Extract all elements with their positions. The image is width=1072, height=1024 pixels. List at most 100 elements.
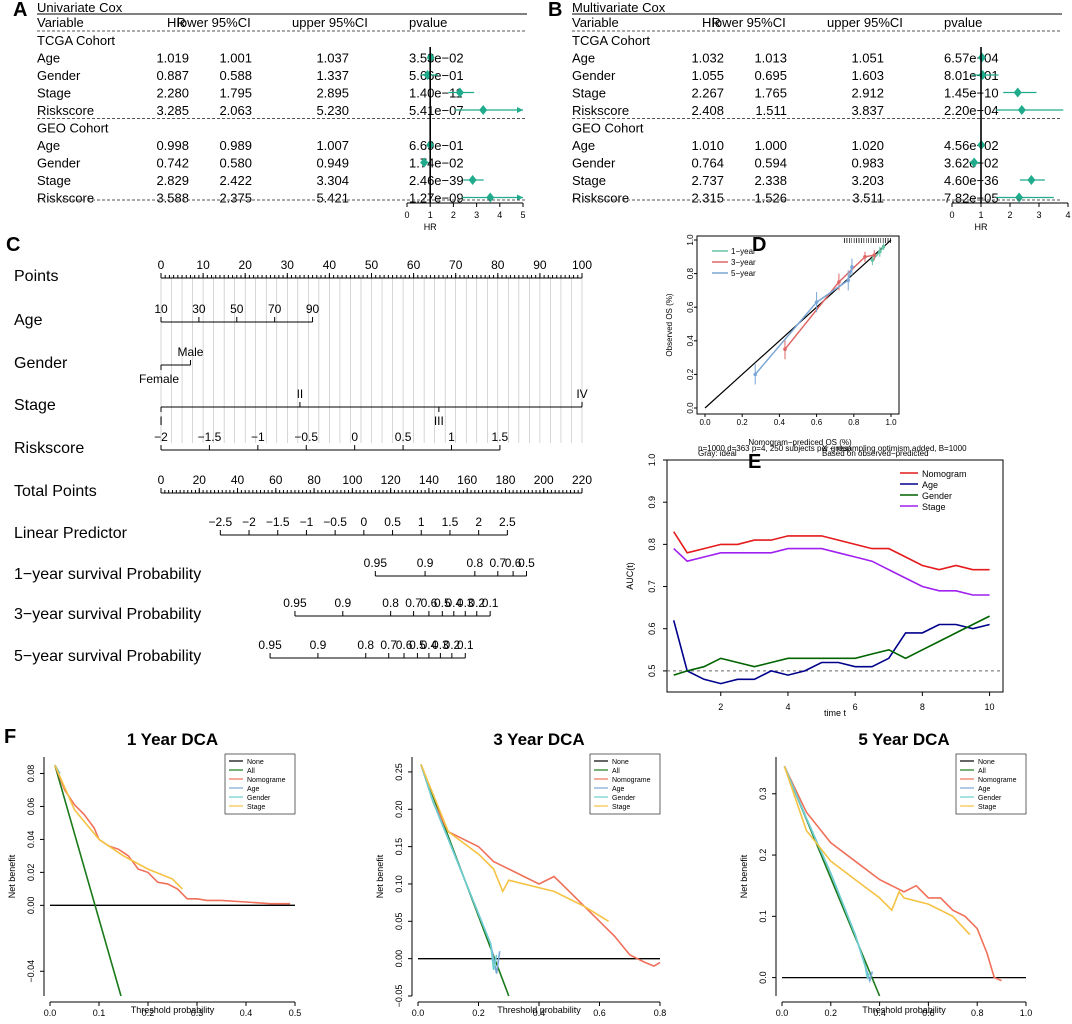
tick-label: 50	[230, 302, 244, 316]
stat-value: 1.765	[754, 86, 787, 101]
column-header: upper 95%CI	[292, 15, 368, 30]
hr-point	[468, 175, 477, 185]
column-header: lower 95%CI	[177, 15, 251, 30]
x-tick-label: 0.4	[873, 1008, 886, 1018]
footnote: n=1000 d=363 p=4, 250 subjects per group	[698, 444, 852, 453]
tick-label: 0.8	[466, 556, 483, 570]
y-tick-label: 0.25	[394, 763, 404, 781]
x-tick-label: 0.6	[811, 418, 823, 427]
variable-label: Points	[14, 268, 58, 285]
stat-value: 1.000	[754, 138, 787, 153]
hr-point	[486, 192, 495, 203]
column-header: HR	[167, 15, 186, 30]
tick-label: 20	[193, 473, 207, 487]
stat-value: 5.421	[316, 191, 349, 206]
tick-label: 0	[351, 430, 358, 444]
x-axis-label: Threshold probability	[497, 1005, 581, 1015]
panel-label-a: A	[13, 0, 27, 21]
stat-value: 2.338	[754, 173, 787, 188]
tick-label: 0.1	[482, 596, 499, 610]
auc-line-Nomogram	[673, 531, 990, 571]
y-tick-label: 0.02	[26, 864, 36, 882]
stat-value: 0.580	[219, 156, 252, 171]
auc-line-Gender	[673, 615, 990, 676]
chart-title: 5 Year DCA	[858, 730, 949, 749]
x-tick-label: 0.2	[142, 1008, 155, 1018]
legend-label: 3−year	[731, 258, 756, 267]
variable-label: 5−year survival Probability	[14, 648, 201, 665]
panel-label-b: B	[548, 0, 562, 21]
y-tick-label: 0.7	[647, 580, 657, 593]
stat-value: 1.603	[851, 68, 884, 83]
calibration-point	[783, 347, 787, 352]
cohort-label: GEO Cohort	[37, 121, 109, 136]
stat-value: 6.69e−01	[409, 138, 464, 153]
calibration-point	[863, 254, 867, 259]
x-tick-label: 1.0	[1020, 1008, 1033, 1018]
tick-label: 90	[306, 302, 320, 316]
stat-value: 1.74e−02	[409, 156, 464, 171]
tick-label: 0	[361, 515, 368, 529]
y-tick-label: −0.04	[26, 960, 36, 983]
tick-label: 40	[323, 258, 337, 272]
tick-label: 2	[475, 515, 482, 529]
y-tick-label: 0.4	[686, 335, 695, 347]
x-tick-label: 0	[404, 210, 409, 220]
calibration-point	[846, 278, 851, 283]
y-tick-label: 0.06	[26, 798, 36, 816]
variable-label: 3−year survival Probability	[14, 606, 201, 623]
legend-label: Age	[922, 480, 938, 490]
x-axis-label: Nomogram−prediced OS (%)	[748, 438, 852, 447]
tick-label: 70	[449, 258, 463, 272]
legend-label: Nomograme	[978, 777, 1017, 784]
tick-label: 0.5	[434, 596, 451, 610]
stat-value: 0.742	[156, 156, 189, 171]
stat-value: 4.60e−36	[944, 173, 999, 188]
tick-label: 0.5	[518, 556, 535, 570]
y-tick-label: 0.6	[686, 301, 695, 313]
y-tick-label: 0.6	[647, 622, 657, 635]
x-tick-label: 0.2	[472, 1008, 485, 1018]
legend-label: Stage	[612, 804, 630, 811]
cohort-label: TCGA Cohort	[37, 33, 115, 48]
x-tick-label: 0.8	[971, 1008, 984, 1018]
y-tick-label: 0.9	[647, 496, 657, 509]
dca-line-Stage	[54, 764, 183, 890]
y-tick-label: 0.2	[686, 368, 695, 380]
variable-label: Stage	[572, 173, 606, 188]
x-tick-label: 5	[520, 210, 525, 220]
tick-label: 80	[307, 473, 321, 487]
y-axis-label: Net benefit	[7, 854, 17, 898]
x-tick-label: 0.0	[44, 1008, 57, 1018]
stat-value: 1.020	[851, 138, 884, 153]
tick-label: 30	[281, 258, 295, 272]
stat-value: 2.737	[691, 173, 724, 188]
stat-value: 1.511	[755, 103, 787, 118]
panel-label-f: F	[4, 726, 16, 748]
tick-label: Male	[177, 345, 203, 359]
tick-label: 200	[534, 473, 554, 487]
calibration-point	[753, 372, 758, 377]
stat-value: 1.27e−09	[409, 191, 464, 206]
column-header: pvalue	[409, 15, 447, 30]
tick-label: 20	[239, 258, 253, 272]
legend-label: None	[612, 759, 629, 766]
tick-label: 70	[268, 302, 282, 316]
legend-label: 5−year	[731, 269, 756, 278]
legend-label: Gender	[247, 795, 271, 802]
tick-label: 10	[154, 302, 168, 316]
plot-frame	[696, 235, 900, 415]
y-tick-label: 0.00	[26, 897, 36, 915]
x-tick-label: 10	[985, 702, 995, 712]
stat-value: 1.795	[219, 86, 252, 101]
dca-line-All	[54, 764, 122, 997]
tick-label: II	[297, 387, 304, 401]
tick-label: 40	[231, 473, 245, 487]
stat-value: 1.45e−10	[944, 86, 999, 101]
calibration-point	[878, 249, 882, 254]
tick-label: 0.8	[382, 596, 399, 610]
tick-label: 60	[269, 473, 283, 487]
legend-label: Nomograme	[247, 777, 286, 784]
stat-value: 2.912	[851, 86, 884, 101]
